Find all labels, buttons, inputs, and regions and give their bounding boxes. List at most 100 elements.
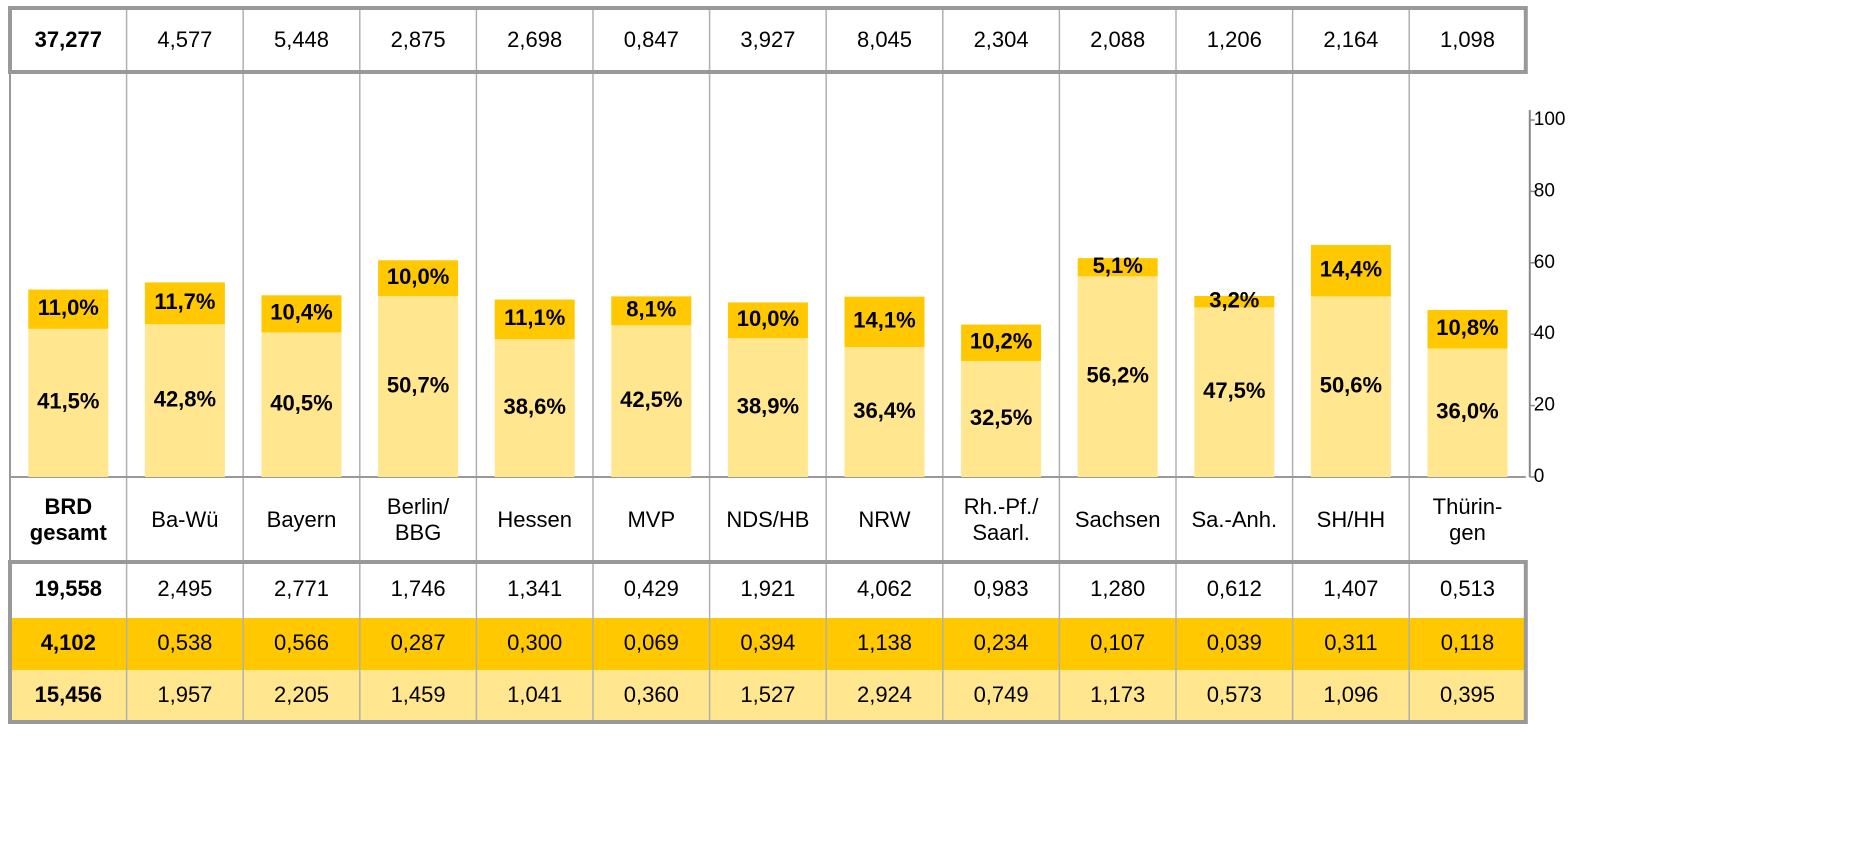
row-value: 2,495 [157,576,212,601]
bar-segment [727,338,808,477]
row-value: 0,107 [1090,630,1145,655]
bar-segment [1077,276,1158,477]
y-tick-label: 60 [1534,252,1555,273]
row-value: 0,360 [624,682,679,707]
total-value: 0,847 [624,27,679,52]
bar-segment [144,324,225,477]
row-value: 2,205 [274,682,329,707]
value-label: 11,1% [504,305,565,330]
row-value: 0,538 [157,630,212,655]
value-label: 56,2% [1087,362,1149,387]
bar-segment [727,302,808,339]
value-label: 10,0% [387,264,449,289]
category-label: NDS/HB [726,507,809,532]
category-label: MVP [627,507,675,532]
bar-segment [28,328,109,477]
category-label: Ba-Wü [151,507,218,532]
totals-border [8,6,1528,74]
value-label: 5,1% [1093,253,1143,278]
total-value: 3,927 [740,27,795,52]
bar-segment [261,332,342,477]
row-value: 0,612 [1207,576,1262,601]
row-value: 0,069 [624,630,679,655]
row-value: 2,771 [274,576,329,601]
row-value: 1,096 [1323,682,1378,707]
total-value: 1,098 [1440,27,1495,52]
row-bg [10,670,1526,722]
bar-segment [961,360,1042,477]
row-value: 1,746 [391,576,446,601]
bar-segment [144,282,225,325]
bar-segment [844,296,925,348]
row-value: 1,280 [1090,576,1145,601]
value-label: 40,5% [270,391,332,416]
value-label: 50,6% [1320,372,1382,397]
category-label: Bayern [267,507,337,532]
row-value: 15,456 [35,682,102,707]
row-value: 1,527 [740,682,795,707]
value-label: 11,7% [154,289,215,314]
y-tick-label: 80 [1534,180,1555,201]
category-label: Sa.-Anh. [1191,507,1277,532]
value-label: 42,8% [154,386,216,411]
value-label: 8,1% [626,297,676,322]
value-label: 41,5% [37,389,99,414]
bar-segment [378,296,459,477]
value-label: 36,4% [853,398,915,423]
bar-segment [1427,309,1508,349]
value-label: 10,2% [970,329,1032,354]
value-label: 50,7% [387,372,449,397]
value-label: 47,5% [1203,378,1265,403]
value-label: 32,5% [970,405,1032,430]
bar-segment [494,299,575,340]
total-value: 2,164 [1323,27,1378,52]
category-label: SH/HH [1317,507,1385,532]
category-label: Berlin/BBG [387,494,450,545]
category-label: Sachsen [1075,507,1161,532]
total-value: 37,277 [35,27,102,52]
value-label: 38,9% [737,393,799,418]
row-value: 1,173 [1090,682,1145,707]
total-value: 1,206 [1207,27,1262,52]
bar-segment [28,289,109,329]
row-value: 1,407 [1323,576,1378,601]
y-tick-label: 20 [1534,395,1555,416]
row-value: 1,957 [157,682,212,707]
value-label: 38,6% [504,394,566,419]
row-value: 4,062 [857,576,912,601]
value-label: 10,0% [737,306,799,331]
row-value: 1,041 [507,682,562,707]
value-label: 42,5% [620,387,682,412]
total-value: 5,448 [274,27,329,52]
row-value: 0,118 [1441,630,1494,655]
bar-segment [1077,258,1158,277]
total-value: 2,698 [507,27,562,52]
row-value: 0,395 [1440,682,1495,707]
row-value: 0,513 [1440,576,1495,601]
total-value: 2,088 [1090,27,1145,52]
bar-segment [1310,244,1391,297]
bar-segment [1310,296,1391,477]
value-label: 14,4% [1320,256,1382,281]
row-value: 4,102 [41,630,96,655]
rows-border [8,560,1528,724]
row-value: 0,429 [624,576,679,601]
row-value: 0,983 [974,576,1029,601]
value-label: 14,1% [853,308,915,333]
value-label: 36,0% [1436,399,1498,424]
bar-segment [1427,348,1508,477]
value-label: 10,4% [270,300,332,325]
bar-segment [611,296,692,326]
bar-segment [378,260,459,297]
row-bg [10,562,1526,618]
category-label: NRW [858,507,910,532]
bar-segment [494,339,575,477]
value-label: 3,2% [1209,288,1259,313]
y-tick-label: 0 [1534,466,1545,487]
total-value: 2,875 [391,27,446,52]
row-value: 0,749 [974,682,1029,707]
row-value: 1,459 [391,682,446,707]
total-value: 4,577 [157,27,212,52]
row-value: 0,566 [274,630,329,655]
